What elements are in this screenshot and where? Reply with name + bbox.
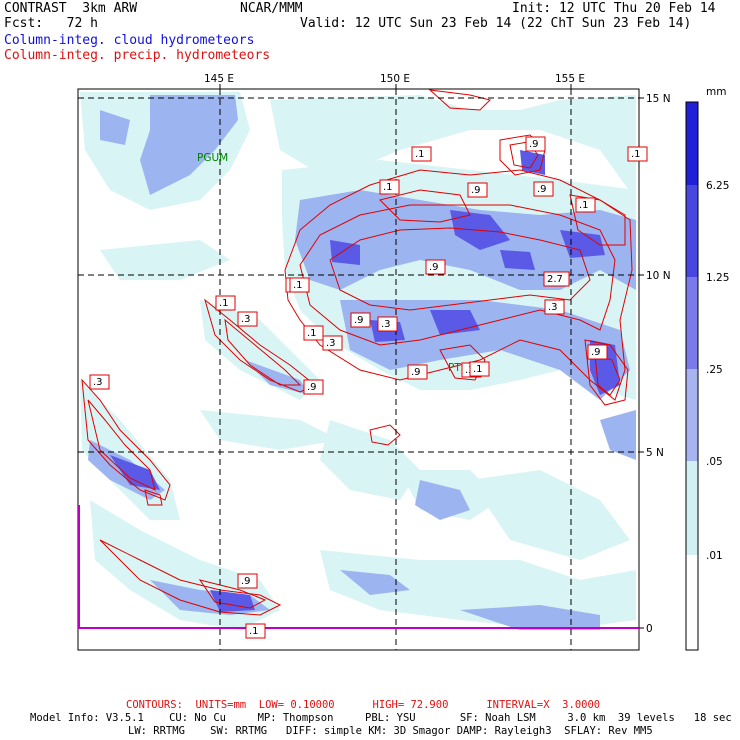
lat-label-15n: 15 N: [646, 93, 671, 105]
contour-label: .1: [579, 200, 589, 211]
contour-label: .1: [383, 182, 393, 193]
model-info-line-1: Model Info: V3.5.1 CU: No Cu MP: Thompso…: [30, 712, 732, 724]
contour-label: .9: [429, 262, 439, 273]
contour-label: .9: [354, 315, 364, 326]
colorbar-swatch-5: [686, 555, 698, 650]
valid-time: Valid: 12 UTC Sun 23 Feb 14 (22 ChT Sun …: [300, 16, 692, 31]
contour-label: .1: [293, 280, 303, 291]
colorbar-label-2: .25: [706, 364, 723, 376]
colorbar-swatch-3: [686, 369, 698, 461]
colorbar-frame: [685, 101, 699, 651]
contour-label-box: [245, 623, 266, 639]
model-info-line-2: LW: RRTMG SW: RRTMG DIFF: simple KM: 3D …: [128, 725, 653, 737]
contour-label: .9: [537, 184, 547, 195]
colorbar-swatch-2: [686, 277, 698, 369]
contour-label-box: [425, 259, 446, 275]
contour-label-box: [587, 344, 608, 360]
lon-label-145: 145 E: [204, 73, 234, 85]
contour-label: .1: [473, 364, 483, 375]
colorbar-unit: mm: [706, 86, 726, 98]
contour-label-box: [303, 325, 324, 341]
colorbar-label-3: .05: [706, 456, 723, 468]
contour-label-box: [377, 316, 398, 332]
contour-label: .9: [529, 139, 539, 150]
contour-label: .9: [411, 367, 421, 378]
contour-label-box: [350, 312, 371, 328]
contour-label-box: [407, 364, 428, 380]
contour-label: .3: [326, 338, 336, 349]
contour-label: .1: [631, 149, 641, 160]
contour-label-box: [289, 277, 310, 293]
contour-label-box: [525, 136, 546, 152]
lat-label-10n: 10 N: [646, 270, 671, 282]
colorbar-swatch-1: [686, 185, 698, 277]
field-label-precip: Column-integ. precip. hydrometeors: [4, 48, 271, 63]
cloud-field: [80, 92, 636, 630]
colorbar-label-1: 1.25: [706, 272, 729, 284]
colorbar-label-4: .01: [706, 550, 723, 562]
org-label: NCAR/MMM: [240, 1, 303, 16]
contour-label-box: [379, 179, 400, 195]
forecast-hour: Fcst: 72 h: [4, 16, 98, 31]
contour-label-box: [467, 182, 488, 198]
contour-label: .1: [415, 149, 425, 160]
contour-label-box: [627, 146, 648, 162]
colorbar-label-0: 6.25: [706, 180, 729, 192]
contour-label-box: [89, 374, 110, 390]
colorbar-swatch-0: [686, 102, 698, 185]
lon-label-150: 150 E: [380, 73, 410, 85]
contour-label-box: [543, 271, 570, 287]
init-time: Init: 12 UTC Thu 20 Feb 14: [512, 1, 716, 16]
contour-label: .3: [381, 319, 391, 330]
contour-label: .1: [219, 298, 229, 309]
contour-label-box: [575, 197, 596, 213]
contour-label: .9: [307, 382, 317, 393]
contour-label-box: [544, 299, 565, 315]
contour-label-box: [322, 335, 343, 351]
contour-label-box: [237, 311, 258, 327]
contour-label: .3: [241, 314, 251, 325]
contour-label: .3: [548, 302, 558, 313]
contour-label-box: [303, 379, 324, 395]
contour-label: .9: [241, 576, 251, 587]
field-label-cloud: Column-integ. cloud hydrometeors: [4, 33, 255, 48]
lat-label-0: 0: [646, 623, 653, 635]
contour-label: .9: [471, 185, 481, 196]
contour-label: .1: [249, 626, 259, 637]
colorbar-swatch-4: [686, 461, 698, 555]
contour-labels: .1 .9 .1 .1 .9 .9 .1 .1 .9 .3 .9 .1 .1 .3 .3 .1 .9 .3 .9 .3…: [89, 136, 648, 639]
station-label-pgum: PGUM: [197, 152, 228, 164]
model-title: CONTRAST 3km ARW: [4, 1, 138, 16]
colorbar: mm 6.25 1.25 .25 .05 .01: [685, 86, 729, 651]
contour-label: .9: [591, 347, 601, 358]
contour-label-box: [533, 181, 554, 197]
lon-label-155: 155 E: [555, 73, 585, 85]
contours-info: CONTOURS: UNITS=mm LOW= 0.10000 HIGH= 72…: [126, 699, 601, 711]
contour-label: .1: [307, 328, 317, 339]
contour-label-box: [237, 573, 258, 589]
axis-ticks: [219, 84, 644, 629]
contour-label: .3: [93, 377, 103, 388]
contour-label-box: [411, 146, 432, 162]
map-frame: [77, 88, 640, 651]
contour-label-box: [215, 295, 236, 311]
contour-label-box: [469, 361, 490, 377]
lat-label-5n: 5 N: [646, 447, 664, 459]
contour-label: 2.7: [547, 274, 563, 285]
